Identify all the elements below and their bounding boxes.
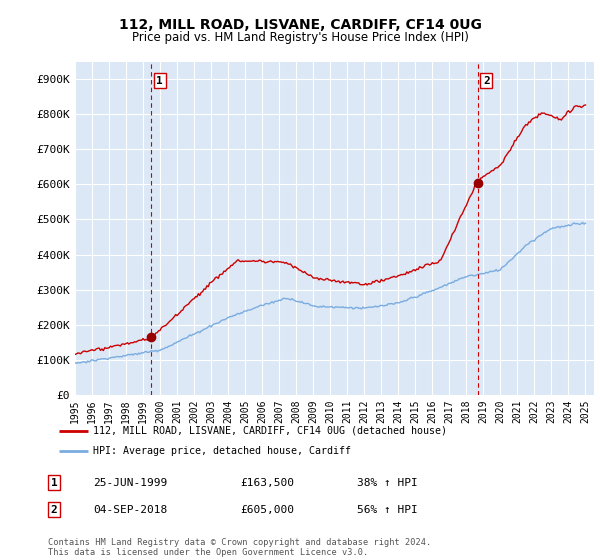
Text: £605,000: £605,000 [240, 505, 294, 515]
Text: 1: 1 [157, 76, 163, 86]
Text: 04-SEP-2018: 04-SEP-2018 [93, 505, 167, 515]
Text: 2: 2 [50, 505, 58, 515]
Text: £163,500: £163,500 [240, 478, 294, 488]
Text: 2: 2 [483, 76, 490, 86]
Text: 112, MILL ROAD, LISVANE, CARDIFF, CF14 0UG: 112, MILL ROAD, LISVANE, CARDIFF, CF14 0… [119, 18, 481, 32]
Text: 112, MILL ROAD, LISVANE, CARDIFF, CF14 0UG (detached house): 112, MILL ROAD, LISVANE, CARDIFF, CF14 0… [93, 426, 447, 436]
Text: Contains HM Land Registry data © Crown copyright and database right 2024.
This d: Contains HM Land Registry data © Crown c… [48, 538, 431, 557]
Text: 1: 1 [50, 478, 58, 488]
Text: Price paid vs. HM Land Registry's House Price Index (HPI): Price paid vs. HM Land Registry's House … [131, 31, 469, 44]
Text: 56% ↑ HPI: 56% ↑ HPI [357, 505, 418, 515]
Text: 38% ↑ HPI: 38% ↑ HPI [357, 478, 418, 488]
Text: 25-JUN-1999: 25-JUN-1999 [93, 478, 167, 488]
Text: HPI: Average price, detached house, Cardiff: HPI: Average price, detached house, Card… [93, 446, 351, 456]
